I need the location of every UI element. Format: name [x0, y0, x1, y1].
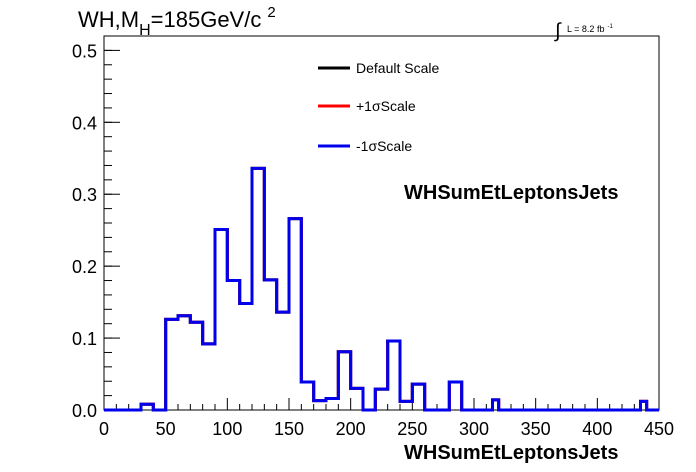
y-tick-label: 0.4: [72, 113, 97, 133]
x-tick-label: 50: [156, 419, 176, 439]
x-axis-label-upper: WHSumEtLeptonsJets: [404, 182, 618, 204]
plot-frame: [103, 35, 660, 411]
legend: Default Scale +1σScale -1σScale: [318, 60, 439, 154]
legend-label-minus1sigma: -1σScale: [356, 138, 412, 154]
luminosity-superscript: -1: [607, 24, 613, 30]
title-subscript: H: [139, 22, 151, 39]
legend-label-default: Default Scale: [356, 60, 439, 76]
x-axis-label-lower: WHSumEtLeptonsJets: [404, 442, 618, 464]
y-tick-label: 0.5: [72, 41, 97, 61]
series-line-1: [104, 166, 659, 412]
y-tick-label: 0.1: [72, 329, 97, 349]
x-tick-label: 350: [521, 419, 551, 439]
x-tick-label: 300: [459, 419, 489, 439]
x-tick-label: 0: [99, 419, 109, 439]
title-rest: =185GeV/c: [151, 7, 262, 32]
series-line-0: [104, 166, 659, 412]
y-tick-label: 0.2: [72, 257, 97, 277]
legend-label-plus1sigma: +1σScale: [356, 98, 416, 114]
x-tick-label: 450: [644, 419, 674, 439]
luminosity-label: L = 8.2 fb -1: [567, 24, 613, 34]
x-tick-label: 150: [274, 419, 304, 439]
title-main: WH,M: [78, 7, 139, 32]
integral-symbol: ∫: [554, 20, 562, 42]
y-tick-label: 0.0: [72, 401, 97, 421]
title-superscript: 2: [267, 4, 275, 21]
x-tick-label: 200: [336, 419, 366, 439]
x-tick-label: 100: [212, 419, 242, 439]
x-axis: 0 50 100 150 200 250 300 350 400 450: [99, 398, 674, 439]
series-line-2: [104, 166, 659, 412]
y-axis: 0.0 0.1 0.2 0.3 0.4 0.5: [72, 35, 120, 421]
luminosity-text: L = 8.2 fb: [567, 24, 604, 34]
series-group: [104, 166, 659, 412]
y-tick-label: 0.3: [72, 185, 97, 205]
x-tick-label: 250: [397, 419, 427, 439]
x-tick-label: 400: [582, 419, 612, 439]
chart-title: WH,MH=185GeV/c 2: [78, 4, 276, 39]
